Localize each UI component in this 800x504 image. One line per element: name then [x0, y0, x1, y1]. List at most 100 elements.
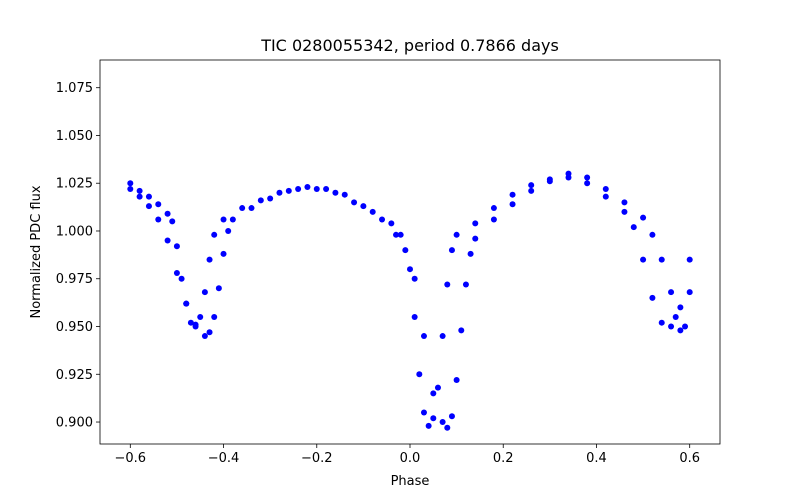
data-point	[682, 323, 689, 330]
data-point	[658, 256, 665, 263]
data-point	[439, 333, 446, 340]
data-point	[229, 216, 236, 223]
data-point	[178, 275, 185, 282]
y-tick-label: 1.000	[56, 224, 93, 239]
data-point	[220, 250, 227, 257]
data-point	[304, 184, 311, 191]
data-point	[169, 218, 176, 225]
data-point	[472, 220, 479, 227]
data-point	[602, 193, 609, 200]
chart-title: TIC 0280055342, period 0.7866 days	[260, 36, 559, 55]
x-axis-label: Phase	[391, 474, 430, 489]
data-point	[257, 197, 264, 204]
x-axis: −0.6 −0.4 −0.2 0.0 0.2 0.4 0.6	[115, 444, 700, 466]
data-point	[206, 329, 213, 336]
data-point	[584, 180, 591, 187]
data-point	[201, 289, 208, 296]
data-point	[677, 327, 684, 334]
data-point	[490, 205, 497, 212]
data-point	[416, 371, 423, 378]
data-point	[602, 185, 609, 192]
data-point	[668, 323, 675, 330]
data-point	[183, 300, 190, 307]
data-point	[490, 216, 497, 223]
data-point	[276, 189, 283, 196]
y-axis-label: Normalized PDC flux	[29, 185, 44, 318]
y-tick-label: 0.900	[56, 416, 93, 431]
scatter-layer	[127, 170, 693, 431]
y-tick-label: 0.975	[56, 272, 93, 287]
data-point	[407, 266, 413, 273]
data-point	[458, 327, 465, 334]
data-point	[411, 275, 418, 282]
data-point	[668, 289, 675, 296]
data-point	[127, 180, 134, 187]
data-point	[220, 216, 227, 223]
data-point	[649, 294, 656, 301]
data-point	[155, 201, 162, 208]
data-point	[211, 313, 218, 320]
data-point	[402, 247, 409, 254]
data-point	[332, 189, 339, 196]
y-tick-label: 1.075	[56, 81, 93, 96]
data-point	[215, 285, 222, 292]
data-point	[173, 243, 180, 250]
data-point	[448, 413, 455, 420]
data-point	[420, 333, 427, 340]
data-point	[411, 313, 418, 320]
data-point	[472, 235, 479, 242]
data-point	[369, 208, 376, 215]
data-point	[420, 409, 427, 416]
data-point	[187, 319, 194, 326]
data-point	[173, 270, 180, 277]
data-point	[546, 178, 553, 185]
y-tick-label: 0.925	[56, 368, 93, 383]
data-point	[206, 256, 213, 263]
data-point	[630, 224, 637, 231]
data-point	[509, 191, 516, 198]
data-point	[509, 201, 516, 208]
data-point	[285, 187, 292, 194]
x-tick-label: 0.4	[586, 451, 607, 466]
data-point	[686, 256, 693, 263]
data-point	[136, 193, 143, 200]
y-axis: 0.900 0.925 0.950 0.975 1.000 1.025 1.050 1.075	[56, 81, 100, 431]
data-point	[360, 203, 367, 210]
data-point	[453, 231, 460, 238]
data-point	[323, 185, 330, 192]
data-point	[439, 419, 446, 426]
data-point	[425, 422, 432, 429]
data-point	[672, 313, 679, 320]
y-tick-label: 0.950	[56, 320, 93, 335]
data-point	[192, 321, 199, 328]
data-point	[164, 237, 171, 244]
data-point	[388, 220, 395, 227]
data-point	[211, 231, 218, 238]
x-tick-label: 0.0	[400, 451, 421, 466]
data-point	[444, 281, 451, 288]
data-point	[145, 193, 152, 200]
data-point	[430, 390, 437, 397]
data-point	[197, 313, 204, 320]
data-point	[686, 289, 693, 296]
data-point	[295, 185, 302, 192]
x-tick-label: 0.6	[679, 451, 700, 466]
data-point	[393, 231, 400, 238]
data-point	[164, 210, 171, 217]
data-point	[658, 319, 665, 326]
data-point	[267, 195, 274, 202]
data-point	[677, 304, 684, 311]
data-point	[239, 205, 246, 212]
data-point	[351, 199, 358, 206]
data-point	[584, 174, 591, 181]
data-point	[640, 214, 647, 221]
data-point	[649, 231, 656, 238]
data-point	[397, 231, 404, 238]
y-tick-label: 1.025	[56, 177, 93, 192]
data-point	[341, 191, 348, 198]
x-tick-label: 0.2	[493, 451, 514, 466]
data-point	[248, 205, 255, 212]
data-point	[379, 216, 386, 223]
data-point	[621, 208, 628, 215]
